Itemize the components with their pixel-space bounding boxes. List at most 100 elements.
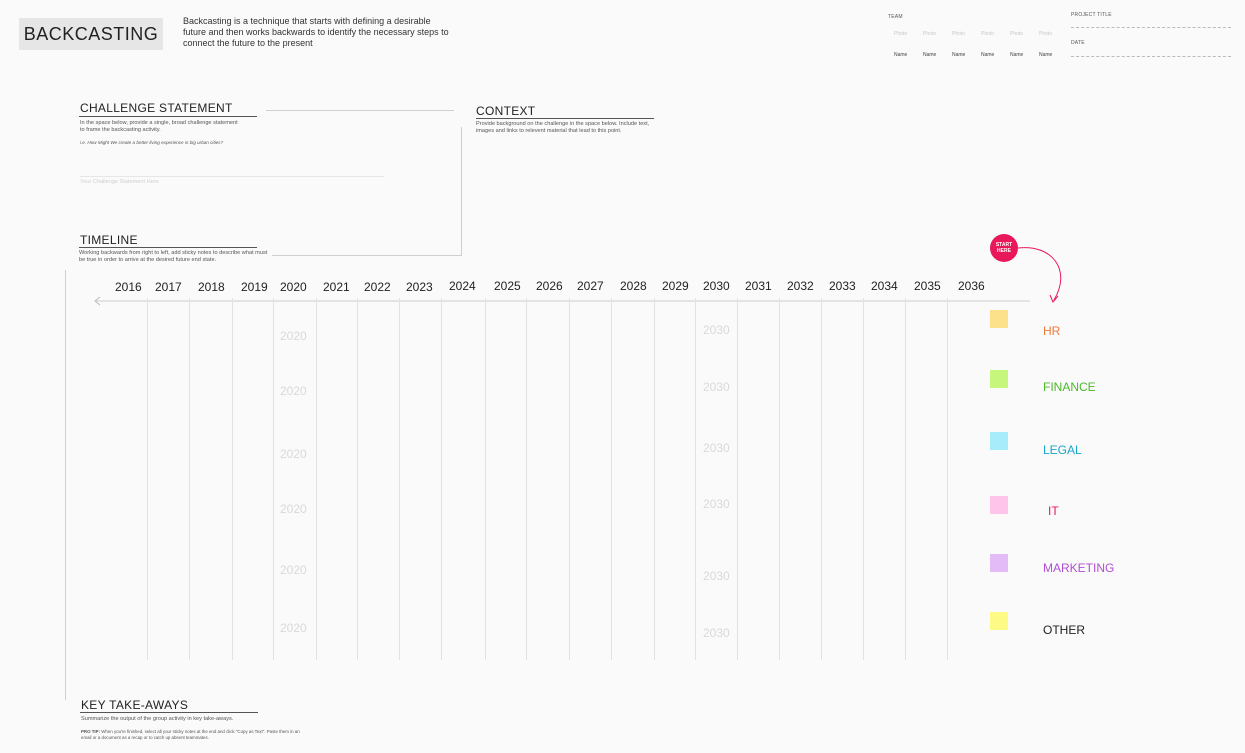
start-here-marker: START HERE	[990, 234, 1018, 262]
team-name-6[interactable]: Name	[1039, 52, 1053, 58]
context-description: Provide background on the challenge in t…	[476, 121, 650, 134]
year-2026: 2026	[536, 279, 563, 293]
challenge-example: i.e. How Might We create a better living…	[80, 140, 224, 145]
sticky-other[interactable]	[990, 612, 1008, 630]
project-title-field[interactable]	[1071, 27, 1231, 28]
year-2018: 2018	[198, 280, 225, 294]
challenge-input[interactable]: Your Challenge Statement Here	[80, 179, 159, 185]
ghost-2020-other: 2020	[280, 621, 307, 635]
team-name-2[interactable]: Name	[923, 52, 937, 58]
ghost-2030-legal: 2030	[703, 441, 730, 455]
challenge-description: In the space below, provide a single, br…	[80, 120, 238, 133]
pro-tip-text: When you're finished, select all your st…	[81, 729, 300, 740]
year-2022: 2022	[364, 280, 391, 294]
year-2019: 2019	[241, 280, 268, 294]
column-divider	[357, 298, 358, 660]
ghost-2030-hr: 2030	[703, 323, 730, 337]
team-grid: Photo Photo Photo Photo Photo Photo Name…	[887, 31, 1067, 61]
ghost-2020-legal: 2020	[280, 447, 307, 461]
column-divider	[441, 298, 442, 660]
ghost-2020-it: 2020	[280, 502, 307, 516]
team-photo-1[interactable]: Photo	[894, 31, 908, 37]
column-divider	[821, 298, 822, 660]
team-label: TEAM	[888, 14, 903, 20]
dept-it: IT	[1048, 504, 1059, 518]
sticky-it[interactable]	[990, 496, 1008, 514]
sticky-finance[interactable]	[990, 370, 1008, 388]
year-2023: 2023	[406, 280, 433, 294]
year-2031: 2031	[745, 279, 772, 293]
ghost-2020-hr: 2020	[280, 329, 307, 343]
board-title: BACKCASTING	[19, 18, 163, 50]
pro-tip-label: PRO TIP:	[81, 729, 101, 734]
year-2033: 2033	[829, 279, 856, 293]
team-photo-5[interactable]: Photo	[1010, 31, 1024, 37]
column-divider	[611, 298, 612, 660]
column-divider	[947, 298, 948, 660]
year-2017: 2017	[155, 280, 182, 294]
column-divider	[273, 298, 274, 660]
challenge-title: CHALLENGE STATEMENT	[80, 101, 233, 115]
intro-text: Backcasting is a technique that starts w…	[183, 16, 449, 48]
sticky-hr[interactable]	[990, 310, 1008, 328]
team-photo-4[interactable]: Photo	[981, 31, 995, 37]
team-name-3[interactable]: Name	[952, 52, 966, 58]
year-2020: 2020	[280, 280, 307, 294]
challenge-underline	[79, 116, 257, 117]
column-divider	[905, 298, 906, 660]
connector-left	[65, 270, 66, 700]
year-2032: 2032	[787, 279, 814, 293]
team-photo-3[interactable]: Photo	[952, 31, 966, 37]
dept-other: OTHER	[1043, 623, 1085, 637]
column-divider	[485, 298, 486, 660]
year-2035: 2035	[914, 279, 941, 293]
year-2024: 2024	[449, 279, 476, 293]
takeaways-description: Summarize the output of the group activi…	[81, 716, 234, 722]
dept-marketing: MARKETING	[1043, 561, 1115, 575]
column-divider	[316, 298, 317, 660]
ghost-2030-marketing: 2030	[703, 569, 730, 583]
connector-bottom	[272, 255, 462, 256]
date-field[interactable]	[1071, 56, 1231, 57]
column-divider	[147, 298, 148, 660]
dept-legal: LEGAL	[1043, 443, 1082, 457]
ghost-2030-it: 2030	[703, 497, 730, 511]
takeaways-title: KEY TAKE-AWAYS	[81, 698, 189, 712]
column-divider	[232, 298, 233, 660]
sticky-legal[interactable]	[990, 432, 1008, 450]
team-photo-6[interactable]: Photo	[1039, 31, 1053, 37]
dept-finance: FINANCE	[1043, 380, 1096, 394]
team-photo-2[interactable]: Photo	[923, 31, 937, 37]
column-divider	[399, 298, 400, 660]
column-divider	[569, 298, 570, 660]
ghost-2020-marketing: 2020	[280, 563, 307, 577]
year-2021: 2021	[323, 280, 350, 294]
ghost-2030-finance: 2030	[703, 380, 730, 394]
start-here-label: START HERE	[995, 242, 1013, 254]
connector-top	[266, 110, 454, 111]
dept-hr: HR	[1043, 324, 1061, 338]
timeline-underline	[79, 247, 257, 248]
year-2030: 2030	[703, 279, 730, 293]
column-divider	[737, 298, 738, 660]
ghost-2030-other: 2030	[703, 626, 730, 640]
takeaways-underline	[80, 712, 258, 713]
year-2034: 2034	[871, 279, 898, 293]
column-divider	[779, 298, 780, 660]
board-title-text: BACKCASTING	[23, 23, 159, 44]
column-divider	[526, 298, 527, 660]
pro-tip: PRO TIP: When you're finished, select al…	[81, 729, 301, 740]
sticky-marketing[interactable]	[990, 554, 1008, 572]
date-label: DATE	[1071, 40, 1085, 46]
year-2028: 2028	[620, 279, 647, 293]
start-arrow-icon	[1017, 247, 1062, 303]
year-2029: 2029	[662, 279, 689, 293]
year-2016: 2016	[115, 280, 142, 294]
year-2027: 2027	[577, 279, 604, 293]
column-divider	[189, 298, 190, 660]
year-2036: 2036	[958, 279, 985, 293]
project-title-label: PROJECT TITLE	[1071, 12, 1112, 18]
team-name-1[interactable]: Name	[894, 52, 908, 58]
team-name-5[interactable]: Name	[1010, 52, 1024, 58]
team-name-4[interactable]: Name	[981, 52, 995, 58]
